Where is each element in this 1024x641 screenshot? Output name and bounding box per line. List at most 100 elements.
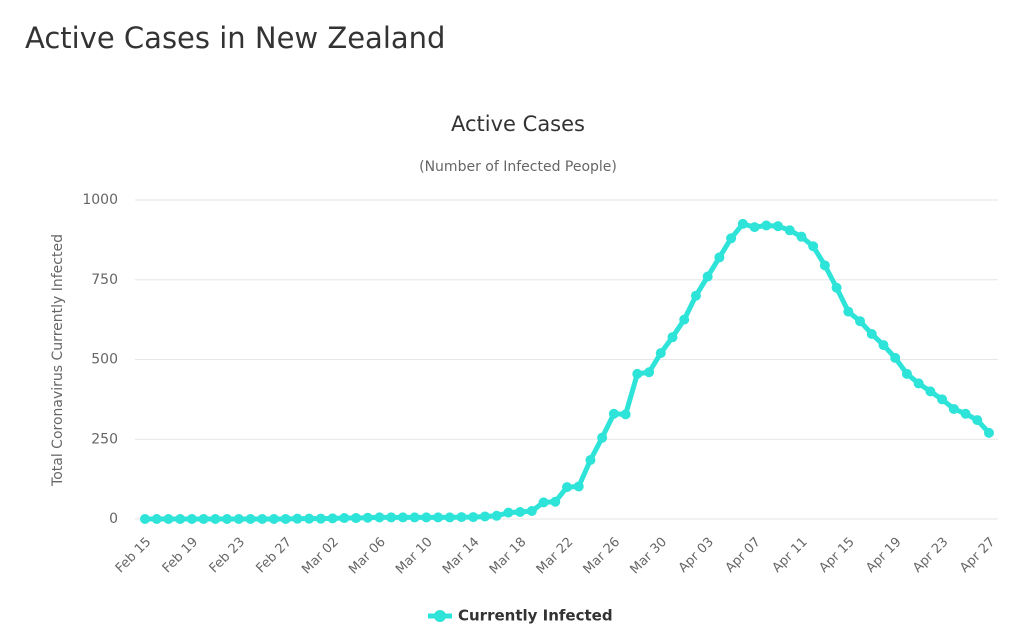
- data-point: [784, 225, 795, 236]
- data-point: [151, 514, 162, 524]
- x-tick-label: Mar 30: [628, 535, 671, 578]
- data-point: [538, 497, 549, 508]
- data-point: [737, 218, 748, 229]
- legend-marker: [434, 610, 446, 622]
- data-point: [550, 496, 561, 507]
- data-point: [186, 514, 197, 524]
- data-point: [444, 512, 455, 523]
- data-point: [937, 394, 948, 405]
- y-tick-label: 500: [91, 352, 118, 368]
- data-point: [562, 482, 572, 493]
- data-point: [409, 512, 420, 523]
- data-point: [948, 403, 959, 414]
- data-point: [140, 514, 150, 524]
- x-tick-label: Apr 07: [723, 535, 764, 576]
- x-tick-label: Apr 03: [676, 535, 717, 576]
- data-point: [479, 511, 490, 522]
- data-point: [315, 513, 326, 524]
- data-point: [831, 282, 842, 293]
- data-point: [644, 367, 655, 378]
- data-point: [679, 314, 690, 325]
- data-point: [749, 222, 760, 233]
- data-point: [374, 512, 385, 523]
- data-point: [280, 514, 291, 524]
- x-tick-label: Apr 19: [863, 535, 904, 576]
- data-point: [573, 481, 584, 492]
- data-point: [362, 512, 373, 523]
- x-tick-label: Apr 27: [957, 535, 998, 576]
- y-tick-label: 0: [109, 511, 118, 527]
- data-point: [890, 352, 901, 363]
- data-point: [397, 512, 408, 523]
- data-point: [503, 507, 514, 518]
- data-point: [526, 506, 537, 517]
- data-point: [855, 316, 866, 327]
- x-tick-label: Mar 02: [299, 535, 342, 578]
- legend-label: Currently Infected: [458, 607, 613, 625]
- data-point: [819, 260, 830, 271]
- data-point: [304, 513, 315, 524]
- data-point: [210, 514, 221, 524]
- data-point: [585, 454, 596, 465]
- data-point: [421, 512, 432, 523]
- data-point: [866, 328, 877, 339]
- data-point: [222, 514, 233, 524]
- data-point: [198, 514, 209, 524]
- data-point: [667, 332, 678, 343]
- data-point: [984, 427, 994, 438]
- data-point: [925, 386, 936, 397]
- data-point: [468, 512, 479, 523]
- data-point: [761, 220, 772, 231]
- x-tick-label: Mar 10: [393, 535, 436, 578]
- series-line: [145, 221, 991, 522]
- data-point: [163, 514, 174, 524]
- data-point: [386, 512, 397, 523]
- x-tick-label: Mar 22: [534, 535, 577, 578]
- data-point: [843, 306, 854, 317]
- data-point: [913, 378, 924, 389]
- x-tick-label: Feb 19: [160, 535, 202, 577]
- y-tick-label: 250: [91, 431, 118, 447]
- x-tick-label: Feb 23: [207, 535, 249, 577]
- data-point: [608, 408, 619, 419]
- data-point: [773, 221, 783, 232]
- x-tick-label: Mar 26: [581, 535, 624, 578]
- data-point: [456, 512, 467, 523]
- data-point: [175, 514, 186, 524]
- data-point: [632, 368, 643, 379]
- x-tick-label: Feb 27: [253, 535, 295, 577]
- data-point: [808, 241, 819, 252]
- data-point: [620, 409, 631, 420]
- data-point: [702, 271, 713, 282]
- data-point: [597, 432, 608, 443]
- data-point: [327, 513, 338, 524]
- x-tick-label: Apr 11: [770, 535, 811, 576]
- data-point: [690, 290, 701, 301]
- data-point: [292, 513, 303, 524]
- data-point: [257, 514, 268, 524]
- x-tick-label: Mar 14: [440, 535, 483, 578]
- data-point: [268, 514, 279, 524]
- x-tick-label: Feb 15: [113, 535, 155, 577]
- y-axis-label: Total Coronavirus Currently Infected: [50, 234, 66, 487]
- x-tick-label: Mar 18: [487, 535, 530, 578]
- chart-title: Active Cases: [451, 112, 585, 136]
- data-point: [960, 408, 971, 419]
- page-title: Active Cases in New Zealand: [25, 21, 445, 55]
- y-tick-label: 750: [91, 272, 118, 288]
- data-point: [491, 510, 502, 521]
- data-point: [726, 233, 737, 244]
- data-point: [972, 415, 983, 426]
- x-tick-label: Apr 23: [910, 535, 951, 576]
- data-point: [351, 513, 361, 524]
- data-point: [339, 513, 350, 524]
- chart-subtitle: (Number of Infected People): [419, 159, 617, 175]
- data-point: [433, 512, 444, 523]
- data-point: [233, 514, 244, 524]
- data-point: [796, 231, 807, 242]
- y-tick-label: 1000: [82, 192, 118, 208]
- data-point: [878, 340, 889, 351]
- data-point: [655, 348, 666, 359]
- data-point: [901, 368, 912, 379]
- x-tick-label: Apr 15: [817, 535, 858, 576]
